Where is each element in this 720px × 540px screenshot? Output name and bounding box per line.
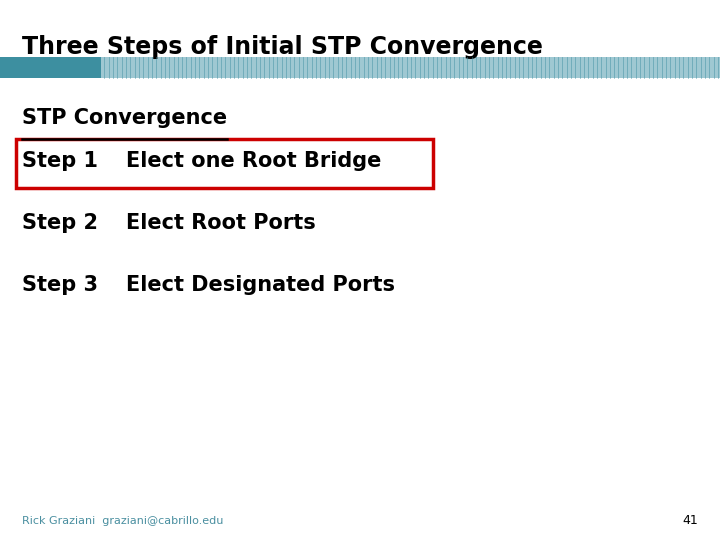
Bar xyxy=(101,57,720,78)
Text: Step 2: Step 2 xyxy=(22,213,98,233)
Text: Step 3: Step 3 xyxy=(22,275,98,295)
Text: STP Convergence: STP Convergence xyxy=(22,108,227,128)
Text: 41: 41 xyxy=(683,514,698,526)
Text: Elect Designated Ports: Elect Designated Ports xyxy=(126,275,395,295)
Text: Elect one Root Bridge: Elect one Root Bridge xyxy=(126,151,382,171)
Text: Three Steps of Initial STP Convergence: Three Steps of Initial STP Convergence xyxy=(22,35,542,59)
Text: Step 1: Step 1 xyxy=(22,151,98,171)
Bar xyxy=(0,57,101,78)
Text: Elect Root Ports: Elect Root Ports xyxy=(126,213,316,233)
Text: Rick Graziani  graziani@cabrillo.edu: Rick Graziani graziani@cabrillo.edu xyxy=(22,516,223,526)
